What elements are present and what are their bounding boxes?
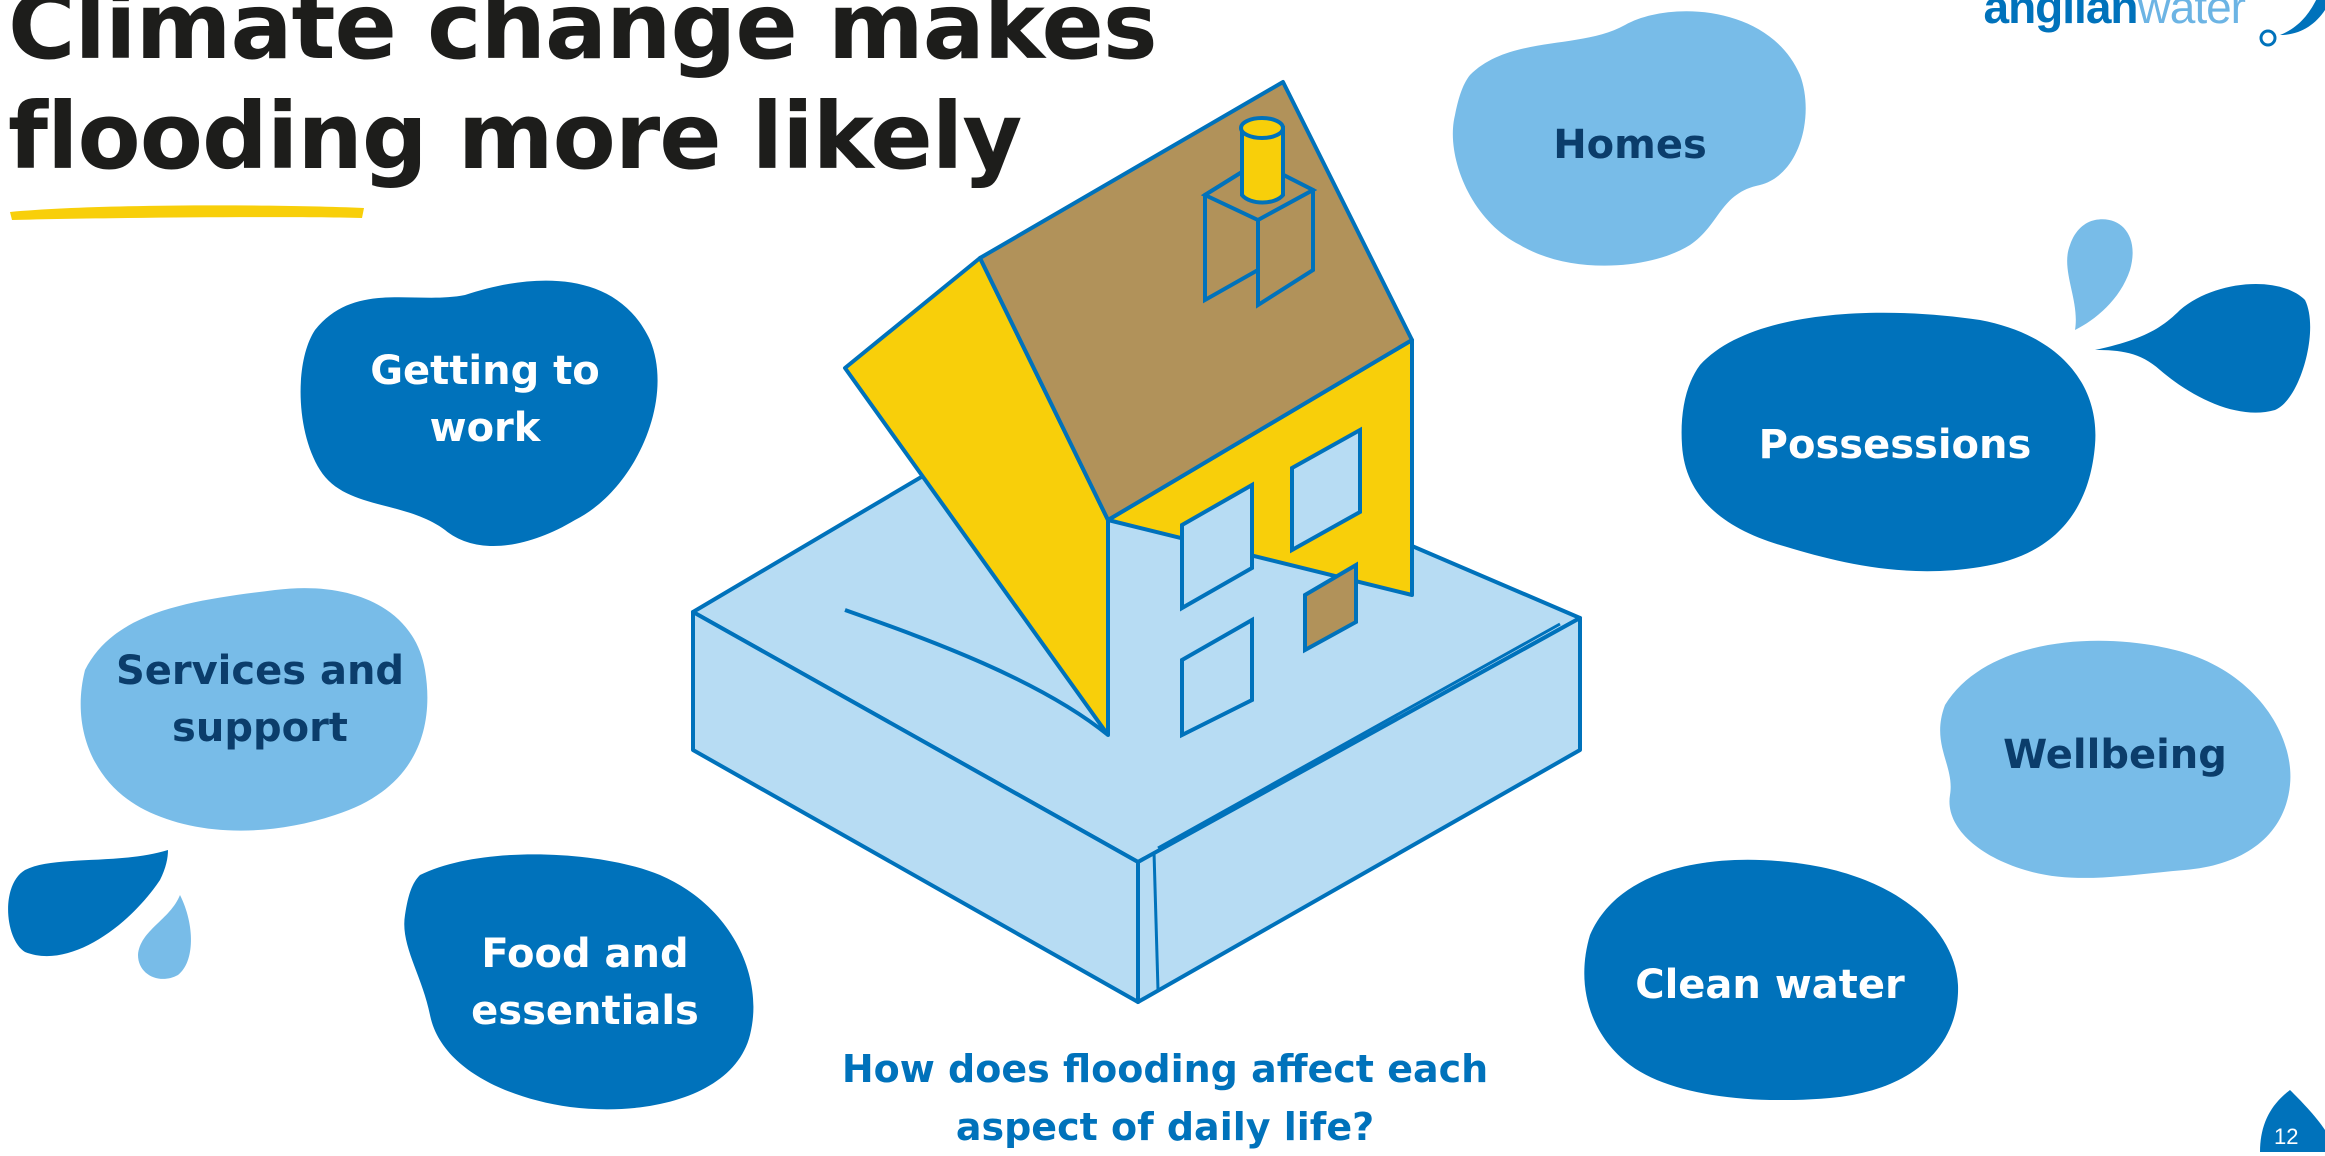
page-number: 12	[2260, 1090, 2325, 1152]
bubble-homes	[1452, 11, 1806, 266]
title-line-1: Climate change makes	[8, 0, 1158, 80]
page-number-text: 12	[2274, 1124, 2299, 1149]
label-possessions: Possessions	[1758, 421, 2032, 468]
label-services: Services and support	[115, 648, 405, 751]
label-clean-water: Clean water	[1635, 961, 1905, 1008]
window-upper-left	[1180, 481, 1254, 612]
slide-title: Climate change makes flooding more likel…	[8, 0, 1158, 192]
water-drop-right-dark	[2095, 283, 2311, 413]
logo-wordmark: anglianwater	[1983, 0, 2246, 34]
label-homes: Homes	[1553, 121, 1707, 168]
water-front-right	[1136, 616, 1582, 1004]
water-drop-icon	[2259, 0, 2325, 47]
question-text: How does flooding affect each aspect of …	[841, 1047, 1489, 1149]
window-lower-left	[1180, 616, 1254, 739]
bubble-food	[404, 854, 754, 1110]
logo-text-water: water	[2137, 0, 2246, 33]
label-wellbeing: Wellbeing	[2003, 731, 2227, 778]
label-food: Food and essentials	[471, 930, 699, 1034]
anglian-water-logo: anglianwater	[1970, 0, 2325, 50]
label-getting-to-work: Getting to work	[370, 348, 600, 451]
title-highlight-word: flooding	[8, 83, 428, 190]
house-door	[1303, 561, 1358, 654]
title-line-2-rest: more likely	[426, 83, 1023, 190]
water-drop-left-light	[138, 895, 192, 979]
chimney-pot	[1240, 126, 1285, 205]
bubble-services	[80, 588, 428, 831]
title-line-2: flooding more likely	[8, 82, 1157, 192]
bubble-clean-water	[1584, 859, 1959, 1100]
water-drop-left-dark	[8, 850, 168, 957]
page-number-drop	[2260, 1090, 2325, 1152]
bubble-wellbeing	[1940, 640, 2291, 878]
water-drop-right-light	[2067, 219, 2133, 330]
window-upper-right	[1290, 426, 1362, 554]
bubble-possessions	[1681, 312, 2096, 572]
bubble-getting-to-work	[300, 280, 658, 547]
logo-text-anglian: anglian	[1983, 0, 2138, 33]
